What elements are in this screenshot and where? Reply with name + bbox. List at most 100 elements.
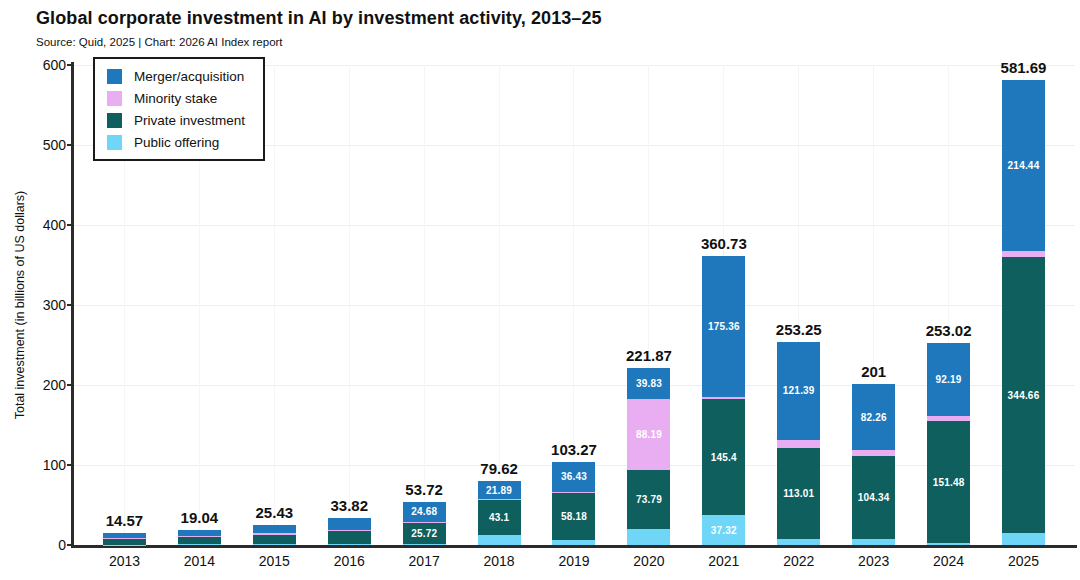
x-tick-label-2025: 2025 bbox=[986, 553, 1061, 569]
segment-merger-acquisition-2013 bbox=[103, 533, 146, 538]
segment-merger-acquisition-2023: 82.26 bbox=[852, 384, 895, 450]
segment-public-offering-2014 bbox=[178, 544, 221, 545]
total-label-2021: 360.73 bbox=[701, 235, 747, 252]
x-tick-label-2019: 2019 bbox=[537, 553, 612, 569]
segment-merger-acquisition-2024: 92.19 bbox=[927, 343, 970, 417]
legend-label: Private investment bbox=[134, 113, 245, 128]
segment-public-offering-2022 bbox=[777, 539, 820, 545]
legend-label: Public offering bbox=[134, 135, 219, 150]
segment-value-label: 92.19 bbox=[936, 374, 962, 385]
total-label-2024: 253.02 bbox=[926, 322, 972, 339]
bar-2013: 14.57 bbox=[103, 533, 146, 545]
bar-slot-2023: 104.3482.26201 bbox=[836, 65, 911, 545]
segment-minority-stake-2022 bbox=[777, 440, 820, 449]
bar-2020: 73.7988.1939.83221.87 bbox=[627, 368, 670, 545]
x-tick-label-2020: 2020 bbox=[611, 553, 686, 569]
bar-2015: 25.43 bbox=[253, 525, 296, 545]
segment-value-label: 43.1 bbox=[489, 512, 509, 523]
x-tick-label-2015: 2015 bbox=[237, 553, 312, 569]
segment-value-label: 24.68 bbox=[411, 506, 437, 517]
chart-subtitle: Source: Quid, 2025 | Chart: 2026 AI Inde… bbox=[36, 36, 283, 48]
y-tick-mark-600 bbox=[67, 64, 73, 66]
segment-value-label: 344.66 bbox=[1008, 390, 1040, 401]
segment-minority-stake-2016 bbox=[328, 530, 371, 532]
x-tick-label-2013: 2013 bbox=[87, 553, 162, 569]
segment-private-investment-2013 bbox=[103, 539, 146, 544]
bar-2022: 113.01121.39253.25 bbox=[777, 342, 820, 545]
total-label-2013: 14.57 bbox=[106, 512, 144, 529]
legend-label: Merger/acquisition bbox=[134, 69, 244, 84]
segment-minority-stake-2018 bbox=[478, 499, 521, 500]
y-tick-label-100: 100 bbox=[24, 457, 66, 473]
y-tick-mark-300 bbox=[67, 304, 73, 306]
chart-title: Global corporate investment in AI by inv… bbox=[36, 8, 602, 29]
x-tick-label-2017: 2017 bbox=[387, 553, 462, 569]
segment-private-investment-2021: 145.4 bbox=[702, 399, 745, 515]
segment-minority-stake-2015 bbox=[253, 533, 296, 535]
legend-swatch-private-investment bbox=[107, 113, 122, 128]
x-tick-label-2023: 2023 bbox=[836, 553, 911, 569]
segment-private-investment-2024: 151.48 bbox=[927, 421, 970, 542]
segment-value-label: 88.19 bbox=[636, 429, 662, 440]
chart-canvas: Global corporate investment in AI by inv… bbox=[0, 0, 1080, 580]
bar-slot-2021: 37.32 145.4175.36 360.73 bbox=[686, 65, 761, 545]
segment-minority-stake-2014 bbox=[178, 536, 221, 537]
x-tick-label-2021: 2021 bbox=[686, 553, 761, 569]
total-label-2017: 53.72 bbox=[405, 481, 443, 498]
y-tick-mark-0 bbox=[67, 544, 73, 546]
total-label-2019: 103.27 bbox=[551, 441, 597, 458]
segment-minority-stake-2017 bbox=[403, 522, 446, 524]
segment-public-offering-2017 bbox=[403, 544, 446, 545]
segment-value-label: 36.43 bbox=[561, 471, 587, 482]
segment-merger-acquisition-2014 bbox=[178, 530, 221, 536]
bar-2014: 19.04 bbox=[178, 530, 221, 545]
legend-label: Minority stake bbox=[134, 91, 217, 106]
bar-slot-2018: 43.1 21.89 79.62 bbox=[462, 65, 537, 545]
segment-value-label: 151.48 bbox=[933, 477, 965, 488]
legend-item-minority-stake: Minority stake bbox=[107, 90, 245, 106]
segment-value-label: 73.79 bbox=[636, 494, 662, 505]
segment-public-offering-2019 bbox=[552, 540, 595, 545]
legend-swatch-minority-stake bbox=[107, 91, 122, 106]
segment-merger-acquisition-2016 bbox=[328, 518, 371, 530]
segment-merger-acquisition-2015 bbox=[253, 525, 296, 533]
segment-merger-acquisition-2018: 21.89 bbox=[478, 481, 521, 499]
segment-public-offering-2024 bbox=[927, 543, 970, 545]
bar-2018: 43.121.8979.62 bbox=[478, 481, 521, 545]
segment-value-label: 104.34 bbox=[858, 492, 890, 503]
segment-public-offering-2023 bbox=[852, 539, 895, 545]
legend-box: Merger/acquisition Minority stake Private … bbox=[93, 57, 265, 161]
segment-minority-stake-2024 bbox=[927, 416, 970, 421]
x-tick-label-2018: 2018 bbox=[462, 553, 537, 569]
segment-private-investment-2016 bbox=[328, 531, 371, 544]
segment-merger-acquisition-2022: 121.39 bbox=[777, 342, 820, 439]
bar-slot-2022: 113.01 121.39 253.25 bbox=[761, 65, 836, 545]
bar-slot-2024: 151.48 92.19 253.02 bbox=[911, 65, 986, 545]
segment-public-offering-2015 bbox=[253, 544, 296, 545]
legend-item-private-investment: Private investment bbox=[107, 112, 245, 128]
segment-minority-stake-2021 bbox=[702, 397, 745, 399]
bar-2017: 25.7224.6853.72 bbox=[403, 502, 446, 545]
gridline-x-2015 bbox=[274, 65, 275, 545]
segment-private-investment-2019: 58.18 bbox=[552, 493, 595, 540]
segment-private-investment-2020: 73.79 bbox=[627, 470, 670, 529]
bar-2016: 33.82 bbox=[328, 518, 371, 545]
segment-value-label: 37.32 bbox=[711, 525, 737, 536]
segment-value-label: 214.44 bbox=[1008, 160, 1040, 171]
segment-private-investment-2022: 113.01 bbox=[777, 448, 820, 538]
segment-value-label: 121.39 bbox=[783, 385, 815, 396]
segment-private-investment-2014 bbox=[178, 537, 221, 544]
y-tick-label-0: 0 bbox=[24, 537, 66, 553]
segment-minority-stake-2025 bbox=[1002, 251, 1045, 257]
total-label-2018: 79.62 bbox=[480, 460, 518, 477]
legend-item-merger-acquisition: Merger/acquisition bbox=[107, 68, 245, 84]
segment-merger-acquisition-2025: 214.44 bbox=[1002, 80, 1045, 252]
segment-merger-acquisition-2021: 175.36 bbox=[702, 256, 745, 396]
y-tick-label-400: 400 bbox=[24, 217, 66, 233]
total-label-2022: 253.25 bbox=[776, 321, 822, 338]
bar-slot-2020: 73.7988.1939.83221.87 bbox=[611, 65, 686, 545]
segment-private-investment-2025: 344.66 bbox=[1002, 257, 1045, 533]
y-tick-mark-200 bbox=[67, 384, 73, 386]
segment-public-offering-2020 bbox=[627, 529, 670, 545]
bar-slot-2016: 33.82 bbox=[312, 65, 387, 545]
